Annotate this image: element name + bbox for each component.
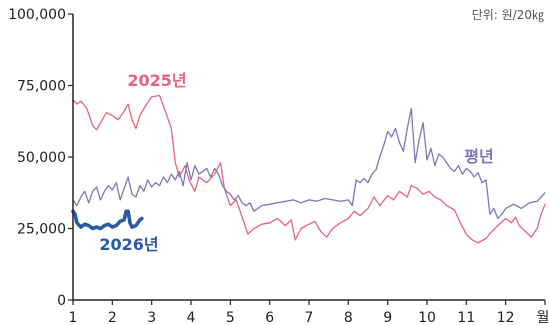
series-label-0: 2025년 (127, 71, 186, 90)
x-tick-label: 12 (497, 310, 515, 325)
x-tick-label: 1 (69, 310, 78, 325)
x-tick-label: 11 (457, 310, 475, 325)
x-tick-label: 7 (305, 310, 314, 325)
x-tick-label: 2 (108, 310, 117, 325)
series-layer (71, 94, 546, 244)
series-label-2: 2026년 (99, 235, 158, 254)
series-line-0 (72, 94, 546, 244)
unit-label: 단위: 원/20㎏ (472, 8, 544, 22)
y-tick-label: 50,000 (17, 150, 66, 166)
x-tick-label: 3 (147, 310, 156, 325)
x-tick-label: 4 (187, 310, 196, 325)
series-label-1: 평년 (464, 147, 493, 166)
series-line-1 (72, 107, 546, 220)
x-tick-label: 5 (226, 310, 235, 325)
x-end-label: 월 (537, 310, 549, 325)
x-tick-label: 10 (418, 310, 436, 325)
x-tick-label: 9 (383, 310, 392, 325)
x-tick-label: 6 (265, 310, 274, 325)
x-tick-label: 8 (344, 310, 353, 325)
y-tick-label: 0 (57, 293, 66, 309)
y-tick-label: 25,000 (17, 222, 66, 238)
series-line-2 (71, 209, 144, 231)
y-tick-label: 75,000 (17, 79, 66, 95)
y-tick-label: 100,000 (8, 7, 66, 23)
